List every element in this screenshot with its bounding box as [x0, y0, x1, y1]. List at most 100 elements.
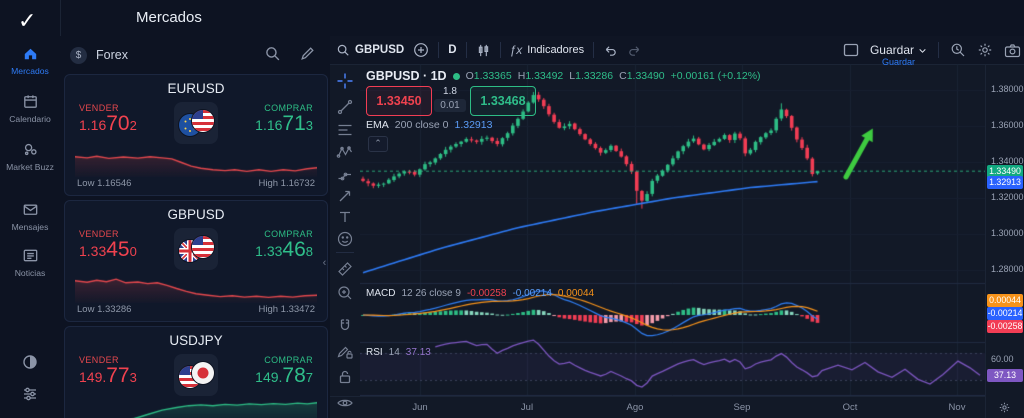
rsi-tick: 60.00	[991, 354, 1014, 364]
crosshair-tool-icon[interactable]	[336, 72, 354, 90]
price-chart-canvas[interactable]	[360, 64, 985, 396]
contrast-icon	[0, 352, 60, 372]
hide-drawings-eye-icon[interactable]	[336, 394, 354, 412]
macd-hist-label: -0.00258	[987, 320, 1023, 333]
layout-icon[interactable]	[843, 43, 859, 57]
buy-label: COMPRAR	[264, 103, 313, 113]
jp-flag-icon	[191, 361, 215, 385]
indicators-label: Indicadores	[527, 44, 585, 56]
theme-contrast-button[interactable]	[0, 352, 60, 372]
usdjpy-sparkline	[75, 399, 317, 418]
high-value: High 1.16732	[258, 178, 315, 189]
sliders-icon	[0, 384, 60, 404]
buy-order-button[interactable]: 1.33468	[470, 86, 536, 116]
price-tick: 1.28000	[991, 264, 1024, 274]
sell-price-button[interactable]: 1.33450	[79, 238, 137, 261]
watchlist-panel: $ Forex EURUSD VENDER COMPRAR 1.16702 1.…	[60, 36, 331, 418]
sell-order-button[interactable]: 1.33450	[366, 86, 432, 116]
save-label: Guardar	[869, 43, 914, 57]
buy-price-button[interactable]: 1.33468	[255, 238, 313, 261]
gear-icon[interactable]	[977, 42, 993, 58]
chevron-down-icon	[919, 48, 926, 53]
save-tooltip: Guardar	[881, 57, 915, 67]
watchlist-card-eurusd[interactable]: EURUSD VENDER COMPRAR 1.16702 1.16713 Lo…	[64, 74, 328, 196]
buy-price-button[interactable]: 1.16713	[255, 112, 313, 135]
time-axis[interactable]: Jun Jul Ago Sep Oct Nov	[330, 396, 985, 418]
month-label: Jun	[412, 402, 428, 413]
buy-label: COMPRAR	[264, 355, 313, 365]
interval-button[interactable]: D	[448, 44, 457, 56]
lock-all-icon[interactable]	[336, 368, 354, 386]
symbol-name: EURUSD	[167, 81, 225, 96]
legend-collapse-button[interactable]: ⌃	[368, 136, 388, 152]
sell-price-button[interactable]: 149.773	[79, 364, 137, 387]
symbol-search-button[interactable]: GBPUSD	[336, 43, 404, 57]
flag-pair-us-jp	[174, 354, 218, 396]
symbol-name: GBPUSD	[167, 207, 225, 222]
mail-icon	[0, 200, 60, 219]
forecast-tool-icon[interactable]	[336, 165, 354, 183]
edit-pencil-icon[interactable]	[299, 45, 316, 62]
flag-pair-eu-us	[174, 102, 218, 144]
buzz-bubbles-icon	[0, 140, 60, 159]
chart-legend: GBPUSD · 1D O1.33365 H1.33492 L1.33286 C…	[366, 69, 761, 83]
price-tick: 1.30000	[991, 228, 1024, 238]
month-label: Nov	[948, 402, 966, 413]
sidebar-item-market-buzz[interactable]: Market Buzz	[0, 140, 60, 172]
indicators-button[interactable]: ƒx Indicadores	[510, 43, 585, 57]
zoom-in-icon[interactable]	[336, 284, 354, 302]
watchlist-group[interactable]: $ Forex	[70, 44, 128, 66]
step-value: 0.01	[434, 99, 466, 112]
app-logo[interactable]: ✓	[18, 8, 37, 33]
emoji-tool-icon[interactable]	[336, 230, 354, 248]
market-status-dot[interactable]	[452, 72, 460, 80]
month-label: Ago	[626, 402, 644, 413]
watchlist-collapse-handle[interactable]: ‹	[322, 257, 327, 269]
redo-icon[interactable]	[627, 43, 642, 58]
search-icon	[336, 43, 350, 57]
sidebar-item-mensajes[interactable]: Mensajes	[0, 200, 60, 232]
sell-price-button[interactable]: 1.16702	[79, 112, 137, 135]
news-icon	[0, 246, 60, 265]
watchlist-card-usdjpy[interactable]: USDJPY VENDER COMPRAR 149.773 149.787	[64, 326, 328, 418]
pattern-tool-icon[interactable]	[336, 143, 354, 161]
time-axis-settings-gear-icon[interactable]	[998, 401, 1011, 414]
chart-symbol-title: GBPUSD · 1D	[366, 69, 447, 83]
price-tick: 1.32000	[991, 192, 1024, 202]
search-icon[interactable]	[264, 45, 281, 62]
symbol-name: USDJPY	[169, 333, 223, 348]
camera-icon[interactable]	[1004, 43, 1021, 58]
save-layout-button[interactable]: Guardar Guardar	[869, 43, 927, 67]
sidebar-item-mercados[interactable]: Mercados	[0, 44, 60, 76]
rsi-legend: RSI 14 37.13	[366, 347, 431, 358]
drawing-mode-lock-icon[interactable]	[336, 343, 354, 361]
undo-icon[interactable]	[603, 43, 618, 58]
watchlist-group-label: Forex	[96, 48, 128, 62]
rsi-value-label: 37.13	[987, 369, 1023, 382]
preferences-button[interactable]	[0, 384, 60, 404]
price-axis[interactable]: 1.38000 1.36000 1.34000 1.32000 1.30000 …	[985, 64, 1024, 418]
measure-ruler-icon[interactable]	[336, 260, 354, 278]
gbpusd-sparkline	[75, 273, 317, 303]
price-tick: 1.34000	[991, 156, 1024, 166]
quick-search-icon[interactable]	[950, 42, 966, 58]
spread-value: 1.8	[443, 86, 457, 97]
sidebar-item-noticias[interactable]: Noticias	[0, 246, 60, 278]
sell-label: VENDER	[79, 355, 119, 365]
home-icon	[0, 44, 60, 63]
arrow-marker-tool-icon[interactable]	[336, 187, 354, 205]
compare-add-icon[interactable]	[413, 42, 429, 58]
low-value: Low 1.33286	[77, 304, 132, 315]
buy-price-button[interactable]: 149.787	[255, 364, 313, 387]
fx-icon: ƒx	[509, 43, 523, 57]
fib-lines-tool-icon[interactable]	[336, 121, 354, 139]
trend-line-tool-icon[interactable]	[336, 98, 354, 116]
high-value: High 1.33472	[258, 304, 315, 315]
text-tool-icon[interactable]	[336, 208, 354, 226]
macd-legend: MACD 12 26 close 9 -0.00258 -0.00214 0.0…	[366, 288, 595, 299]
watchlist-card-gbpusd[interactable]: GBPUSD VENDER COMPRAR 1.33450 1.33468 Lo…	[64, 200, 328, 322]
chart-style-icon[interactable]	[476, 43, 491, 58]
sidebar-item-calendario[interactable]: Calendario	[0, 92, 60, 124]
magnet-icon[interactable]	[336, 317, 354, 335]
